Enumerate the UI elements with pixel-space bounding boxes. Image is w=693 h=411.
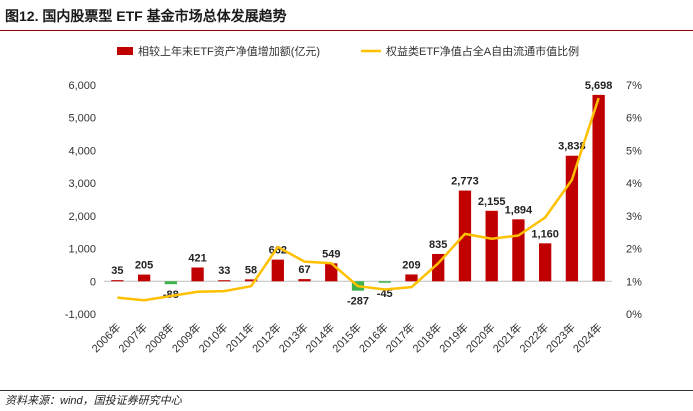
bar-value-label: 1,894 (505, 204, 533, 216)
x-tick-label: 2017年 (383, 320, 418, 355)
x-tick-label: 2013年 (276, 320, 311, 355)
y-left-tick-label: 2,000 (68, 211, 96, 223)
bar (378, 281, 391, 283)
x-tick-label: 2022年 (516, 320, 551, 355)
x-tick-label: 2007年 (115, 320, 150, 355)
bar (271, 259, 284, 282)
y-left-tick-label: 5,000 (68, 113, 96, 125)
ratio-line (117, 97, 600, 302)
bar-value-label: 549 (322, 248, 340, 260)
bar-value-label: 835 (429, 239, 447, 251)
figure-title: 图12. 国内股票型 ETF 基金市场总体发展趋势 (5, 8, 287, 24)
bar-value-label: 67 (298, 264, 310, 276)
bar-value-label: 1,160 (531, 228, 559, 240)
bar (325, 263, 338, 282)
x-tick-label: 2008年 (142, 320, 177, 355)
y-right-tick-label: 5% (626, 145, 642, 157)
x-tick-label: 2024年 (570, 320, 605, 355)
bar (137, 274, 151, 282)
source-note: 资料来源：wind，国投证券研究中心 (5, 395, 182, 407)
bar-value-label: -45 (377, 288, 393, 300)
y-right-tick-label: 0% (626, 309, 642, 321)
x-tick-label: 2010年 (195, 320, 230, 355)
bar-value-label: 33 (218, 265, 230, 277)
bar-value-label: 2,155 (478, 196, 506, 208)
x-tick-label: 2018年 (409, 320, 444, 355)
bar-value-label: 662 (269, 245, 287, 257)
y-left-tick-label: -1,000 (65, 309, 96, 321)
y-right-tick-label: 7% (626, 80, 642, 92)
x-tick-label: 2006年 (88, 320, 123, 355)
y-left-tick-label: 1,000 (68, 244, 96, 256)
y-right-tick-label: 2% (626, 244, 642, 256)
x-tick-label: 2015年 (329, 320, 364, 355)
bar (565, 155, 579, 282)
bar (111, 280, 124, 282)
y-right-tick-label: 1% (626, 276, 642, 288)
x-tick-label: 2009年 (169, 320, 204, 355)
bar (405, 274, 418, 282)
y-right-tick-label: 3% (626, 211, 642, 223)
bar-value-label: 209 (402, 259, 420, 271)
bar-value-label: 3,838 (558, 141, 586, 153)
x-tick-label: 2016年 (356, 320, 391, 355)
x-tick-label: 2019年 (436, 320, 471, 355)
bar-value-label: 58 (245, 264, 257, 276)
x-tick-label: 2014年 (302, 320, 337, 355)
bar (485, 210, 498, 282)
bar-value-label: -287 (347, 296, 369, 308)
bar (539, 243, 552, 282)
bar-value-label: 205 (135, 260, 153, 272)
bar (164, 281, 177, 285)
bar-value-label: 421 (188, 253, 206, 265)
bar-value-label: 5,698 (585, 80, 613, 92)
legend-bar-swatch (117, 47, 133, 55)
bar (298, 279, 311, 282)
x-tick-label: 2023年 (543, 320, 578, 355)
y-left-tick-label: 3,000 (68, 178, 96, 190)
bar (191, 267, 204, 282)
bar (458, 190, 472, 282)
bar (244, 279, 258, 282)
legend-bar-label: 相较上年末ETF资产净值增加额(亿元) (138, 44, 320, 58)
bar (592, 94, 605, 282)
line-series (117, 97, 600, 302)
bar (218, 280, 231, 282)
x-tick-label: 2020年 (463, 320, 498, 355)
bar-series (111, 94, 605, 291)
y-left-tick-label: 6,000 (68, 80, 96, 92)
title-divider (0, 30, 693, 31)
source-divider (0, 390, 693, 391)
bar-value-label: 35 (111, 265, 123, 277)
chart-legend: 相较上年末ETF资产净值增加额(亿元) 权益类ETF净值占全A自由流通市值比例 (117, 44, 579, 58)
x-tick-label: 2012年 (249, 320, 284, 355)
bar-value-label: 2,773 (451, 176, 479, 188)
legend-line-label: 权益类ETF净值占全A自由流通市值比例 (386, 44, 579, 58)
y-left-tick-label: 0 (90, 276, 96, 288)
axes: -1,000 0 1,000 2,000 3,000 4,000 5,000 6,000 0% 1… (65, 80, 642, 355)
y-right-tick-label: 6% (626, 113, 642, 125)
y-left-tick-label: 4,000 (68, 145, 96, 157)
bar (512, 219, 525, 282)
x-tick-label: 2021年 (490, 320, 525, 355)
y-right-tick-label: 4% (626, 178, 642, 190)
etf-chart: 相较上年末ETF资产净值增加额(亿元) 权益类ETF净值占全A自由流通市值比例 … (65, 44, 642, 355)
